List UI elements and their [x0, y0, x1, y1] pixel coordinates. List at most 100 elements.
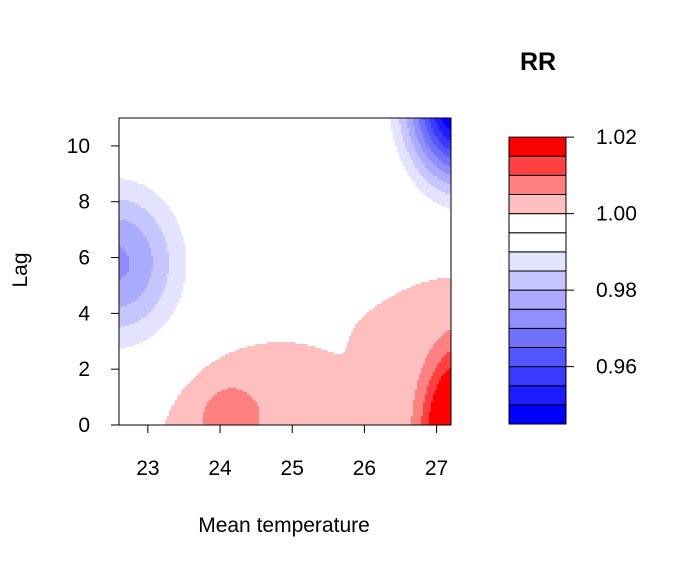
contour-cell [427, 130, 434, 133]
contour-cell [129, 256, 154, 259]
contour-cell [427, 388, 438, 391]
contour-cell [427, 196, 451, 199]
contour-cell [423, 148, 432, 151]
contour-cell [123, 276, 152, 279]
contour-cell [415, 394, 426, 397]
contour-cell [405, 146, 416, 149]
contour-cell [167, 250, 186, 253]
contour-cell [169, 258, 186, 261]
contour-cell [423, 404, 432, 407]
contour-cell [415, 164, 426, 167]
contour-cell [429, 118, 436, 121]
contour-cell [403, 136, 412, 139]
contour-cell [167, 418, 204, 421]
contour-cell [161, 228, 180, 231]
contour-cell [149, 282, 168, 285]
contour-cell [119, 200, 130, 203]
contour-cell [425, 358, 442, 361]
contour-cell [425, 398, 434, 401]
contour-cell [203, 418, 260, 421]
contour-cell [429, 420, 451, 423]
contour-cell [169, 414, 204, 417]
contour-cell [127, 254, 152, 257]
contour-cell [443, 170, 451, 173]
contour-cell [433, 372, 446, 375]
contour-cell [441, 142, 451, 145]
contour-cell [427, 354, 446, 357]
contour-cell [441, 160, 451, 163]
contour-cell [421, 368, 436, 371]
contour-cell [119, 234, 144, 237]
contour-cell [431, 124, 438, 127]
contour-cell [119, 208, 146, 211]
contour-cell [259, 418, 412, 421]
contour-cell [181, 390, 222, 393]
contour-cell [419, 122, 426, 125]
contour-cell [221, 356, 428, 359]
contour-cell [425, 400, 434, 403]
contour-cell [131, 222, 158, 225]
contour-cell [405, 142, 414, 145]
contour-cell [433, 346, 451, 349]
contour-cell [349, 338, 440, 341]
contour-cell [255, 400, 414, 403]
contour-cell [423, 176, 438, 179]
contour-cell [155, 218, 176, 221]
contour-cell [153, 260, 170, 263]
contour-cell [203, 414, 260, 417]
contour-cell [419, 118, 424, 121]
contour-cell [135, 322, 166, 325]
contour-cell [397, 292, 451, 295]
contour-cell [429, 418, 451, 421]
contour-cell [377, 304, 451, 307]
contour-cell [441, 358, 451, 361]
contour-cell [403, 138, 412, 141]
contour-cell [413, 120, 420, 123]
contour-cell [415, 398, 426, 401]
contour-cell [155, 220, 178, 223]
contour-cell [153, 266, 170, 269]
contour-cell [229, 352, 334, 355]
contour-cell [149, 278, 168, 281]
contour-cell [255, 344, 308, 347]
contour-cell [411, 156, 420, 159]
contour-cell [403, 162, 414, 165]
contour-cell [447, 206, 451, 209]
contour-cell [445, 146, 451, 149]
contour-cell [423, 414, 430, 417]
contour-cell [445, 124, 451, 127]
contour-cell [449, 148, 451, 151]
contour-cell [427, 392, 436, 395]
contour-cell [227, 388, 238, 391]
contour-cell [401, 126, 408, 129]
contour-cell [433, 396, 451, 399]
contour-cell [431, 348, 451, 351]
contour-cell [431, 198, 451, 201]
contour-cell [435, 144, 444, 147]
contour-cell [205, 410, 260, 413]
contour-cell [407, 288, 451, 291]
contour-cell [441, 378, 451, 381]
y-tick-label: 4 [78, 302, 90, 325]
contour-cell [411, 140, 420, 143]
contour-cell [167, 276, 186, 279]
contour-cell [165, 238, 184, 241]
contour-cell [413, 412, 424, 415]
contour-cell [179, 394, 216, 397]
contour-cell [435, 120, 444, 123]
contour-cell [129, 264, 154, 267]
contour-cell [151, 310, 174, 313]
contour-cell [449, 368, 451, 371]
contour-cell [405, 168, 418, 171]
contour-cell [445, 136, 451, 139]
contour-cell [427, 126, 432, 129]
contour-cell [159, 298, 180, 301]
contour-cell [203, 420, 260, 423]
contour-cell [439, 338, 451, 341]
contour-cell [429, 182, 448, 185]
contour-cell [437, 146, 446, 149]
contour-cell [203, 422, 260, 425]
contour-cell [437, 124, 446, 127]
contour-cell [445, 192, 451, 195]
contour-cell [431, 408, 451, 411]
